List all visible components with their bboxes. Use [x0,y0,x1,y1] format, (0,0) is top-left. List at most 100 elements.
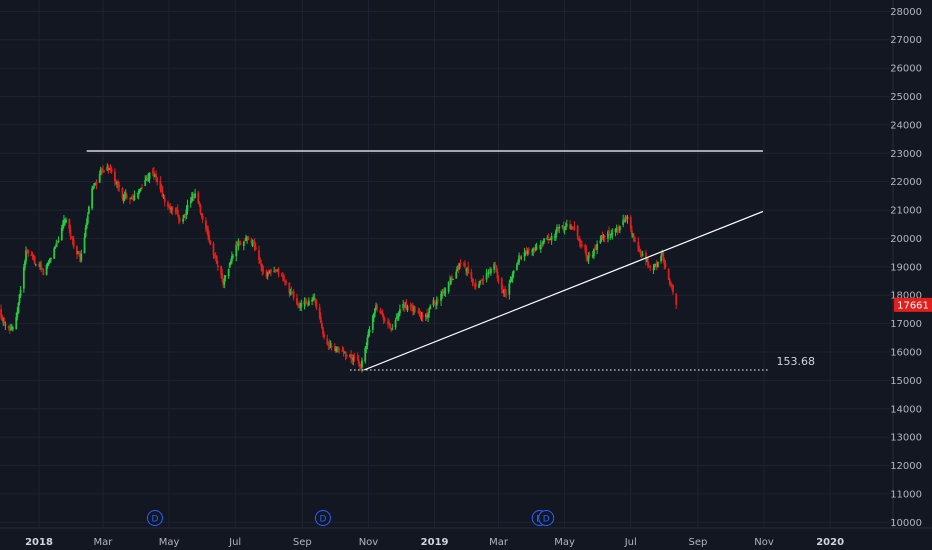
candle-body [562,225,565,230]
drawings[interactable]: 153.68 [86,150,815,371]
candle-body [579,244,582,246]
candle-body [78,253,81,255]
candle-body [526,250,529,254]
candle-body [599,240,602,244]
candle-body [640,252,643,255]
candle-body [283,275,285,281]
candle-body [608,231,610,234]
candle-body [380,311,383,314]
time-tick-label: Sep [688,537,707,548]
candle-body [564,226,567,231]
price-axis[interactable]: 10000 11000 12000 13000 14000 15000 16000 17000… [890,7,922,529]
time-axis[interactable]: 2018 Mar May Jul Sep Nov 2019 Mar May Jul Sep Nov 20… [25,537,844,548]
candle-body [633,236,635,242]
candle-body [436,299,439,302]
uptrend-line[interactable] [363,210,764,371]
candle-body [25,250,27,262]
candle-body [388,322,390,324]
candle-body [171,206,174,211]
candle-body [543,238,545,243]
candle-body [247,236,250,240]
candle-body [199,204,202,213]
candle-body [170,208,173,210]
candle-body [585,248,588,257]
candle-body [292,291,295,298]
candle-body [186,204,189,211]
candle-body [504,288,506,294]
candle-body [99,169,102,174]
dividend-marker[interactable] [146,510,163,526]
candle-body [141,187,143,189]
candle-body [107,166,110,171]
candle-body [449,278,452,285]
candle-body [418,311,421,315]
time-tick-label: 2018 [25,537,53,548]
candle-body [319,316,322,323]
candle-body [296,298,298,305]
candle-body [251,242,254,244]
candle-body [215,255,218,264]
candle-body [238,242,241,245]
dividend-marker[interactable] [314,510,331,526]
candle-body [570,227,573,229]
time-tick-label: Mar [94,537,114,548]
candle-body [359,365,362,367]
candle-body [232,255,234,257]
candle-body [70,236,73,238]
candle-body [95,182,98,185]
candle-body [280,275,283,277]
candle-body [501,290,504,293]
candle-body [281,276,284,278]
candle-body [426,313,428,316]
candle-body [629,217,632,229]
candle-body [40,264,43,268]
candle-body [646,260,648,262]
candle-body [634,239,636,241]
candle-body [511,273,514,279]
candle-body [9,328,12,330]
candle-body [297,303,299,306]
candle-body [41,268,44,270]
candle-body [405,303,408,310]
candle-body [79,253,82,262]
candle-body [573,226,576,228]
candle-body [444,292,447,294]
candle-body [561,225,564,227]
candle-body [361,360,363,368]
candle-body [337,347,340,349]
candle-body [414,309,416,311]
candle-body [38,263,40,266]
candle-body [3,320,6,325]
candle-body [277,268,280,275]
candle-body [588,253,591,257]
candle-body [336,347,338,349]
candle-body [246,237,248,240]
candle-body [16,311,19,318]
dividend-marker[interactable] [538,510,555,526]
candle-body [330,346,333,348]
candle-body [652,268,655,270]
dividend-markers[interactable]: DDDD [146,510,555,526]
candle-body [216,265,219,267]
candle-body [357,359,360,364]
candle-body [518,255,521,263]
candle-body [12,327,14,329]
candle-body [512,270,515,274]
candle-body [275,269,278,272]
candle-body [304,300,307,303]
candle-body [558,226,561,229]
candle-body [151,171,154,174]
price-tick-label: 22000 [890,177,922,188]
candle-body [553,236,556,238]
time-tick-label: Jul [624,537,637,548]
candle-body [470,272,473,279]
candle-body [427,314,429,318]
candle-body [466,268,468,273]
candle-body [637,241,640,252]
candle-body [365,345,368,350]
candle-body [155,174,157,179]
candle-body [266,272,269,277]
candle-body [242,241,245,247]
candle-body [578,239,581,243]
